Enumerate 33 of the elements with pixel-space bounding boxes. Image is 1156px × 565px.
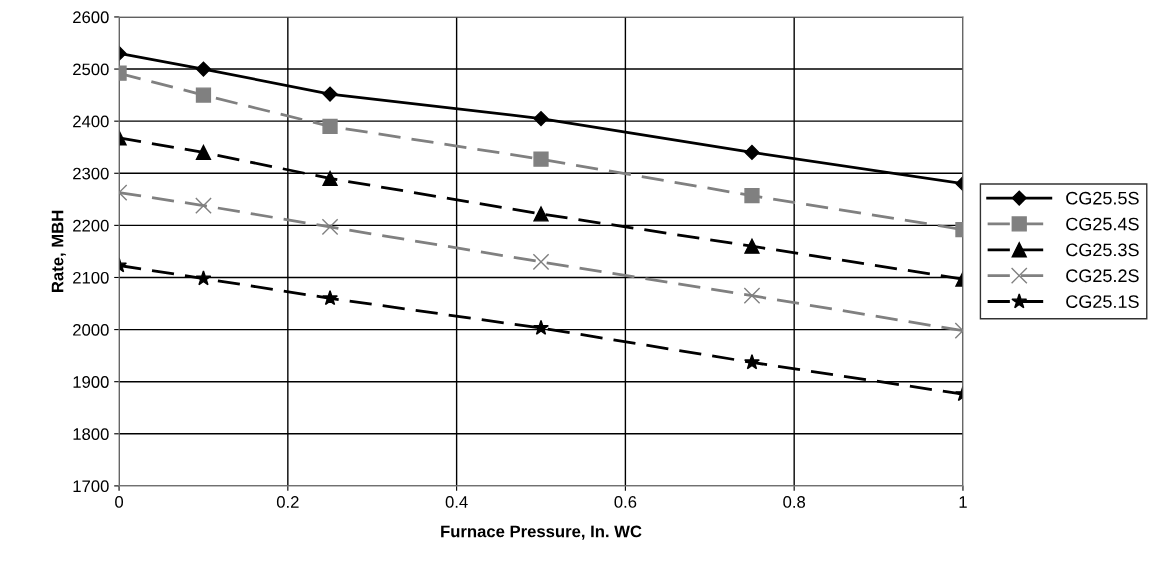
point <box>322 289 338 306</box>
point <box>322 118 338 135</box>
y-tick-label: 2600 <box>73 11 109 24</box>
y-tick-label: 2400 <box>73 115 109 128</box>
x-tick-label: 0.2 <box>276 496 299 508</box>
point <box>533 319 549 335</box>
point <box>533 110 549 127</box>
point <box>322 86 338 102</box>
x-axis-title: Furnace Pressure, In. WC <box>441 525 642 540</box>
x-tick-label: 0 <box>115 496 124 508</box>
y-tick-label: 1700 <box>73 480 109 493</box>
legend-label: CG25.3S <box>1066 243 1139 257</box>
y-tick-label: 2500 <box>73 63 109 76</box>
point <box>322 170 338 187</box>
y-tick-label: 2200 <box>73 219 109 232</box>
y-axis-title: Rate, MBH <box>51 210 66 292</box>
legend-label: CG25.5S <box>1066 191 1139 205</box>
y-tick-label: 2100 <box>73 271 109 284</box>
point <box>533 151 549 167</box>
point <box>532 253 550 271</box>
y-tick-label: 1800 <box>73 428 109 440</box>
x-tick-label: 0.4 <box>445 496 468 508</box>
x-tick-label: 0.8 <box>783 496 806 508</box>
y-tick-label: 2000 <box>73 323 109 336</box>
point <box>321 218 339 236</box>
y-tick-label: 1900 <box>73 376 109 388</box>
x-tick-label: 1 <box>959 496 967 508</box>
point <box>533 206 549 222</box>
legend-label: CG25.1S <box>1066 295 1139 308</box>
y-tick-label: 2300 <box>73 167 109 180</box>
legend-label: CG25.4S <box>1066 217 1139 231</box>
x-tick-label: 0.6 <box>614 496 637 508</box>
legend-label: CG25.2S <box>1066 269 1139 283</box>
